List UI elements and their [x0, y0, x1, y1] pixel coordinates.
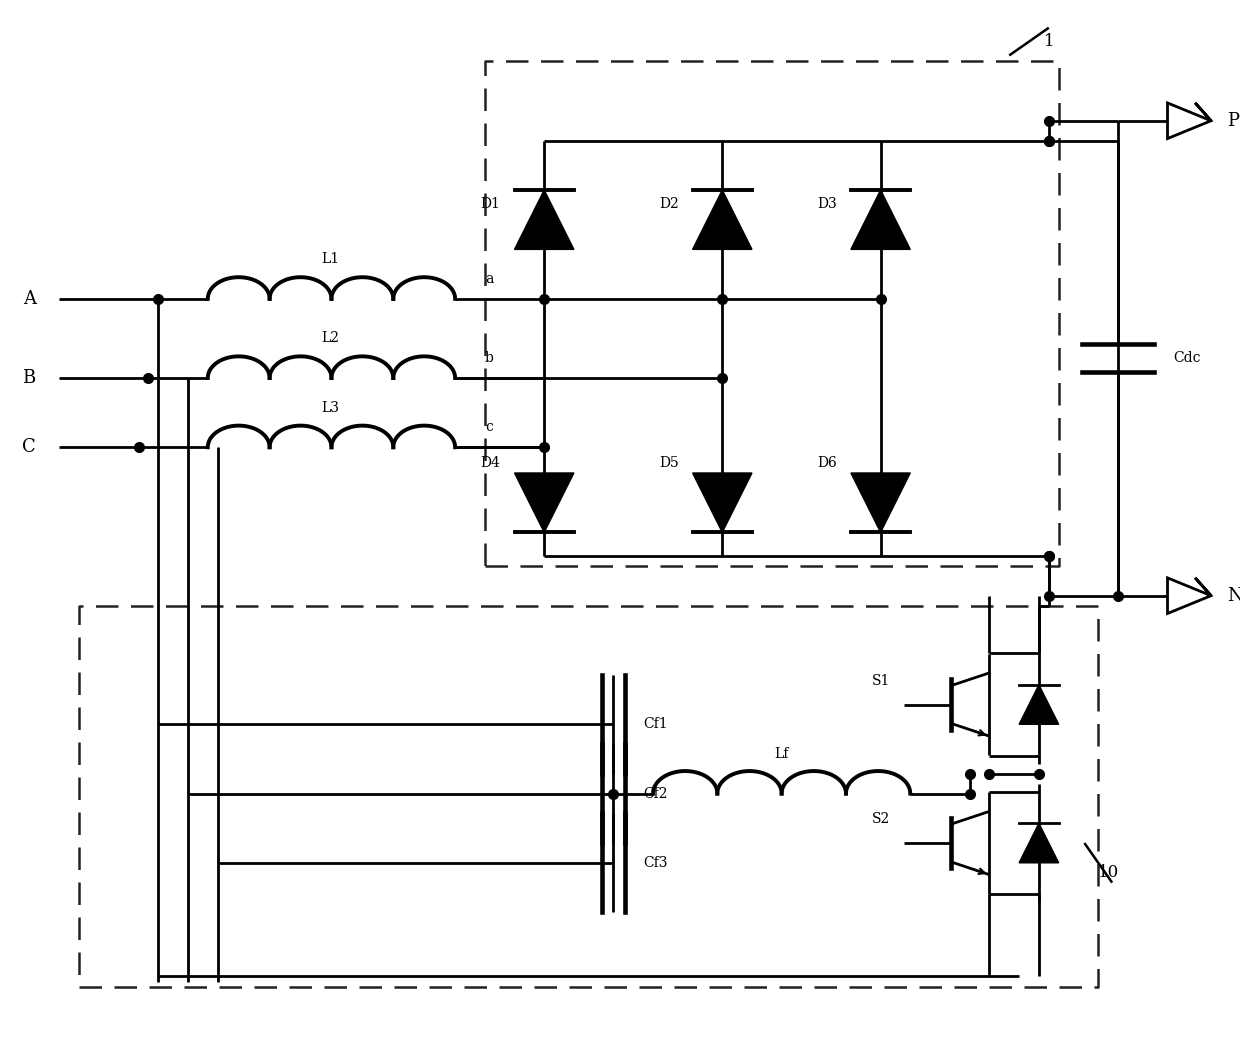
Text: a: a: [485, 272, 494, 286]
Text: D5: D5: [658, 456, 678, 470]
Text: Cf2: Cf2: [644, 786, 667, 801]
Polygon shape: [515, 190, 574, 249]
Polygon shape: [693, 473, 751, 532]
Polygon shape: [693, 190, 751, 249]
Text: D3: D3: [817, 197, 837, 211]
Text: D6: D6: [817, 456, 837, 470]
Text: S1: S1: [872, 674, 890, 688]
Polygon shape: [1019, 823, 1059, 863]
Text: 1: 1: [1044, 33, 1054, 50]
Polygon shape: [1168, 103, 1211, 139]
Text: D2: D2: [658, 197, 678, 211]
Text: L3: L3: [321, 400, 340, 415]
Polygon shape: [851, 190, 910, 249]
Text: Cf3: Cf3: [644, 856, 667, 870]
Polygon shape: [1019, 684, 1059, 724]
Polygon shape: [851, 473, 910, 532]
Text: C: C: [22, 439, 36, 456]
Text: S2: S2: [872, 812, 890, 826]
Text: B: B: [22, 369, 36, 387]
Text: D1: D1: [481, 197, 501, 211]
Text: N: N: [1226, 587, 1240, 605]
Text: b: b: [485, 352, 494, 365]
Text: D4: D4: [481, 456, 501, 470]
Polygon shape: [515, 473, 574, 532]
Text: Lf: Lf: [775, 747, 789, 761]
Text: 10: 10: [1097, 864, 1118, 881]
Text: A: A: [22, 290, 36, 308]
Polygon shape: [1168, 578, 1211, 614]
Text: c: c: [485, 420, 492, 435]
Text: P: P: [1226, 112, 1239, 130]
Text: L2: L2: [321, 332, 340, 345]
Text: Cf1: Cf1: [644, 718, 668, 731]
Text: L1: L1: [321, 252, 340, 267]
Text: Cdc: Cdc: [1173, 352, 1202, 365]
